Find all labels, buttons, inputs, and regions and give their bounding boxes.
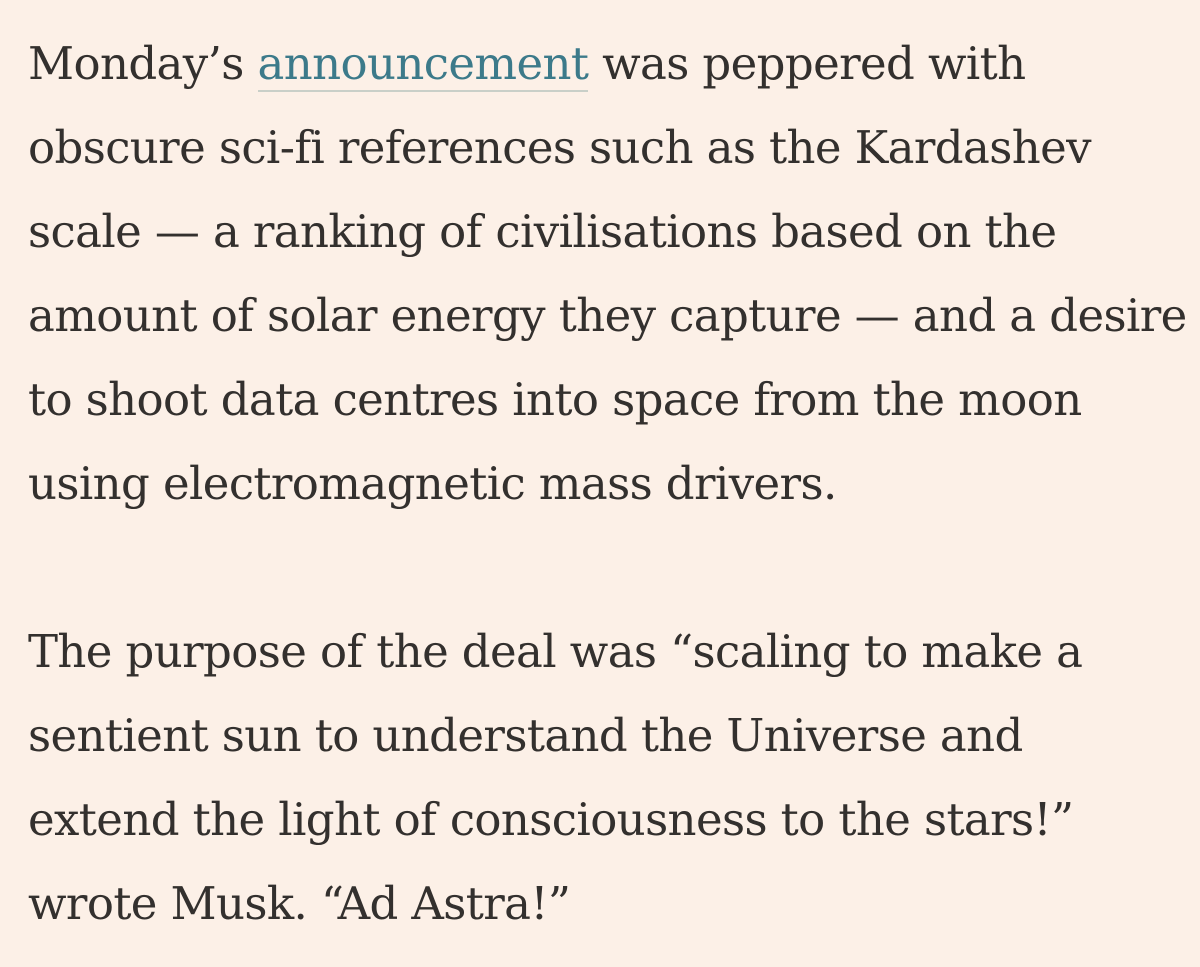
line-lead-text: Monday’s <box>28 37 258 90</box>
paragraph-2-line-4: wrote Musk. “Ad Astra!” <box>28 877 571 930</box>
paragraph-2-line-2: sentient sun to understand the Universe … <box>28 709 1023 762</box>
article-paragraph-1: Monday’s announcement was peppered with … <box>28 22 1188 526</box>
paragraph-2-line-3: extend the light of consciousness to the… <box>28 793 1074 846</box>
paragraph-1-line-4: amount of solar energy they capture — an… <box>28 289 1187 342</box>
paragraph-2-line-1: The purpose of the deal was “scaling to … <box>28 625 1083 678</box>
paragraph-1-line-6: using electromagnetic mass drivers. <box>28 457 837 510</box>
paragraph-1-line-2: obscure sci-fi references such as the Ka… <box>28 121 1092 174</box>
article-body: Monday’s announcement was peppered with … <box>28 22 1188 946</box>
paragraph-1-line-1: Monday’s announcement was peppered with <box>28 22 1188 106</box>
announcement-link[interactable]: announcement <box>257 37 589 92</box>
article-paragraph-2: The purpose of the deal was “scaling to … <box>28 610 1188 946</box>
paragraph-1-line-5: to shoot data centres into space from th… <box>28 373 1082 426</box>
line-trailing-text: was peppered with <box>588 37 1026 90</box>
paragraph-1-line-3: scale — a ranking of civilisations based… <box>28 205 1057 258</box>
